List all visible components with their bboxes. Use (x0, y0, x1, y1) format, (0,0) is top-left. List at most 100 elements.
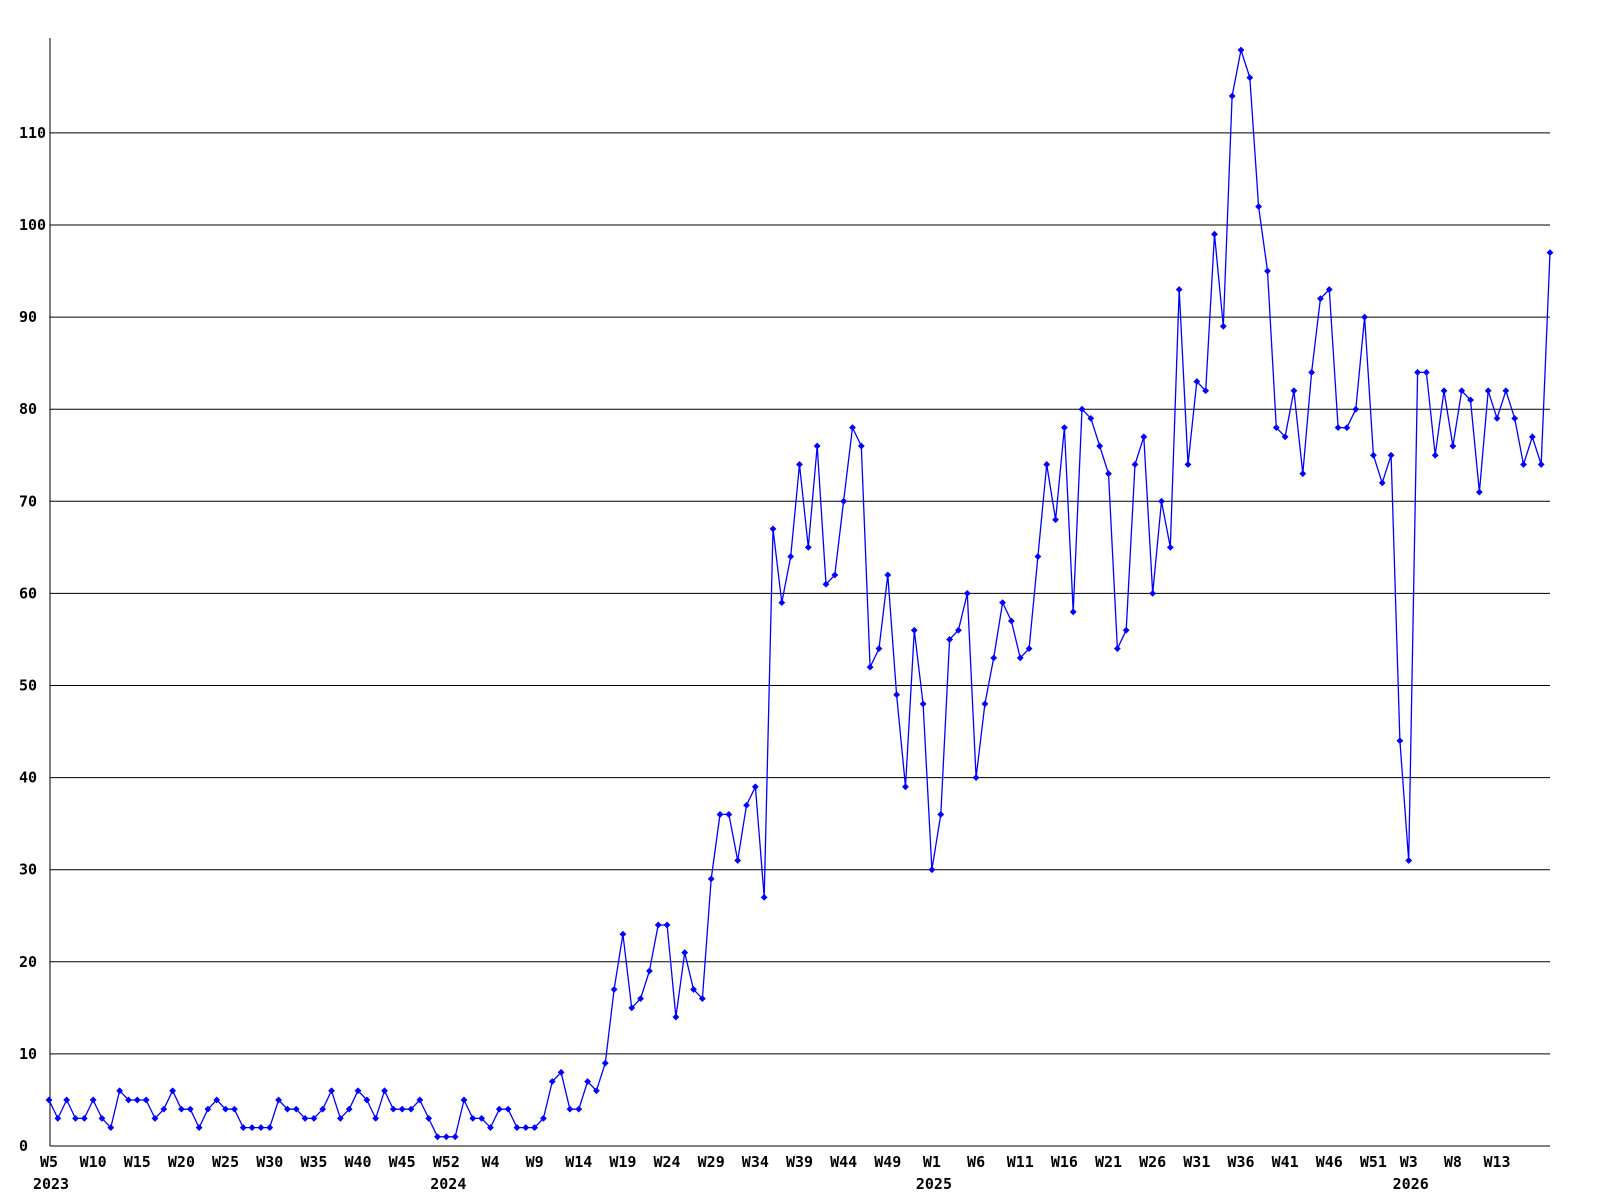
data-point-marker (1484, 387, 1492, 395)
data-point-marker (593, 1087, 600, 1095)
year-label: 2025 (916, 1175, 952, 1193)
x-tick-label: W46 (1316, 1153, 1343, 1171)
data-point-marker (1078, 405, 1086, 413)
x-tick-label: W40 (344, 1153, 371, 1171)
data-point-marker (1475, 488, 1483, 496)
data-point-marker (557, 1068, 565, 1076)
data-point-marker (231, 1105, 238, 1113)
data-point-marker (1131, 461, 1139, 468)
data-point-marker (513, 1124, 521, 1131)
y-tick-label: 10 (19, 1045, 37, 1063)
data-point-marker (1264, 267, 1271, 275)
data-point-marker (1237, 46, 1245, 54)
data-point-marker (751, 783, 759, 791)
data-point-marker (1008, 617, 1015, 625)
data-point-marker (663, 921, 671, 929)
data-point-marker (1087, 415, 1095, 422)
x-tick-label: W25 (212, 1153, 239, 1171)
data-point-marker (1060, 424, 1068, 432)
data-point-marker (1431, 451, 1439, 459)
data-point-marker (1387, 451, 1395, 459)
data-point-marker (1458, 387, 1466, 395)
data-point-marker (1272, 424, 1280, 432)
data-point-marker (919, 700, 927, 708)
x-tick-label: W20 (168, 1153, 195, 1171)
year-label: 2023 (33, 1175, 69, 1193)
data-point-marker (45, 1096, 53, 1104)
data-point-marker (1193, 378, 1201, 385)
data-point-marker (1096, 442, 1104, 450)
data-point-marker (1370, 451, 1377, 459)
x-tick-label: W5 (40, 1153, 58, 1171)
data-point-marker (672, 1013, 680, 1021)
data-point-marker (690, 986, 697, 993)
data-point-marker (1422, 368, 1430, 376)
data-point-marker (1414, 368, 1421, 376)
x-tick-label: W21 (1095, 1153, 1122, 1171)
data-point-marker (778, 599, 786, 607)
data-point-marker (169, 1087, 177, 1095)
year-label: 2024 (430, 1175, 466, 1193)
x-tick-label: W3 (1400, 1153, 1418, 1171)
data-point-marker (222, 1105, 229, 1113)
y-tick-label: 100 (19, 216, 46, 234)
data-point-marker (495, 1105, 503, 1113)
data-point-marker (381, 1087, 388, 1095)
x-tick-label: W35 (300, 1153, 327, 1171)
y-tick-label: 80 (19, 400, 37, 418)
data-point-marker (1105, 470, 1112, 478)
data-point-marker (1140, 433, 1148, 441)
data-point-marker (398, 1105, 406, 1113)
x-tick-label: W14 (565, 1153, 592, 1171)
data-point-marker (328, 1087, 335, 1095)
x-tick-label: W36 (1227, 1153, 1254, 1171)
data-point-marker (548, 1078, 556, 1085)
data-point-marker (734, 857, 742, 864)
x-tick-label: W6 (967, 1153, 985, 1171)
y-tick-label: 40 (19, 769, 37, 787)
x-tick-label: W4 (481, 1153, 499, 1171)
data-point-marker (266, 1124, 274, 1131)
data-point-marker (142, 1096, 150, 1104)
data-point-marker (681, 949, 689, 956)
data-point-marker (1308, 368, 1316, 376)
data-point-marker (1502, 387, 1510, 395)
data-point-marker (972, 774, 980, 781)
data-point-marker (116, 1087, 124, 1095)
data-point-marker (310, 1114, 318, 1122)
data-point-marker (248, 1124, 256, 1131)
data-point-marker (601, 1059, 609, 1067)
data-point-marker (584, 1078, 591, 1085)
data-point-marker (1325, 286, 1333, 293)
y-tick-label: 50 (19, 677, 37, 695)
data-point-marker (628, 1004, 636, 1012)
data-point-marker (1546, 249, 1554, 257)
data-point-marker (1352, 405, 1360, 413)
data-point-marker (1511, 415, 1519, 422)
data-point-marker (566, 1105, 574, 1113)
data-point-marker (743, 801, 750, 809)
x-tick-label: W45 (389, 1153, 416, 1171)
y-tick-label: 110 (19, 124, 46, 142)
data-point-marker (716, 811, 724, 818)
data-point-marker (1034, 553, 1042, 560)
data-point-marker (1343, 424, 1351, 432)
data-point-marker (72, 1114, 79, 1122)
data-point-marker (1113, 645, 1121, 653)
data-point-marker (963, 590, 971, 597)
data-point-marker (195, 1124, 203, 1131)
data-point-marker (937, 811, 945, 818)
x-tick-label: W11 (1007, 1153, 1034, 1171)
data-point-marker (1440, 387, 1448, 395)
data-point-marker (389, 1105, 397, 1113)
data-point-marker (487, 1124, 494, 1131)
data-point-marker (796, 461, 803, 468)
data-point-marker (981, 700, 989, 708)
data-point-marker (822, 580, 830, 588)
data-point-marker (646, 967, 653, 975)
data-point-marker (857, 442, 865, 450)
data-point-marker (416, 1096, 424, 1104)
data-point-marker (893, 691, 901, 699)
